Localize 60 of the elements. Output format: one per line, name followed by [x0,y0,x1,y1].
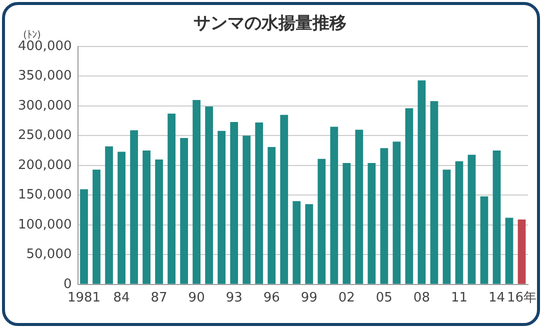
x-tick-label: 99 [300,290,318,306]
bar [468,154,476,284]
bar [355,130,364,284]
bar [180,138,188,284]
x-tick-label: 16年 [506,290,537,306]
x-tick-label: 90 [188,290,205,306]
bar [118,152,126,284]
bar [518,220,526,284]
bar [342,163,351,284]
bar [492,150,501,284]
bar [392,142,401,284]
bar [430,101,438,284]
x-tick-label: 84 [113,290,130,306]
bar [480,196,488,284]
y-tick-label: 200,000 [18,158,72,173]
bar [155,159,163,284]
bar [105,146,113,284]
x-tick-label: 08 [413,290,430,306]
bar [305,204,314,284]
x-tick-label: 93 [226,290,242,306]
y-tick-label: 300,000 [18,98,72,114]
x-tick-label: 1981 [67,290,101,306]
y-axis-title: (ﾄﾝ) [23,30,41,41]
bar [330,126,338,284]
bar [455,161,464,284]
x-tick-label: 05 [376,290,392,306]
y-tick-label: 50,000 [26,247,72,262]
bar [142,150,150,284]
bar [242,136,251,284]
y-tick-label: 0 [63,276,72,292]
chart-title: サンマの水揚量推移 [194,14,346,34]
x-tick-label: 02 [338,290,355,306]
bar [405,108,414,284]
bar [268,146,276,284]
bar [130,130,138,284]
bar [230,122,238,284]
y-tick-label: 250,000 [18,128,72,144]
bar [280,114,288,284]
y-tick-label: 350,000 [18,68,72,84]
bar [92,170,100,284]
bar [192,100,201,284]
bar [255,122,264,284]
x-tick-label: 14 [488,290,506,306]
y-tick-label: 400,000 [18,38,72,54]
bar [292,201,301,284]
y-tick-label: 150,000 [18,188,72,203]
bar [380,148,388,284]
bar [418,80,426,284]
bar [218,130,226,284]
bar [318,158,326,284]
bar [442,170,451,284]
y-tick-label: 100,000 [18,217,72,232]
bar [368,163,376,284]
bar [80,189,88,284]
x-tick-label: 11 [450,290,468,306]
x-tick-label: 96 [263,290,280,306]
bar [505,218,514,284]
bar [168,114,176,284]
bar [205,106,214,284]
x-tick-label: 87 [150,290,168,306]
